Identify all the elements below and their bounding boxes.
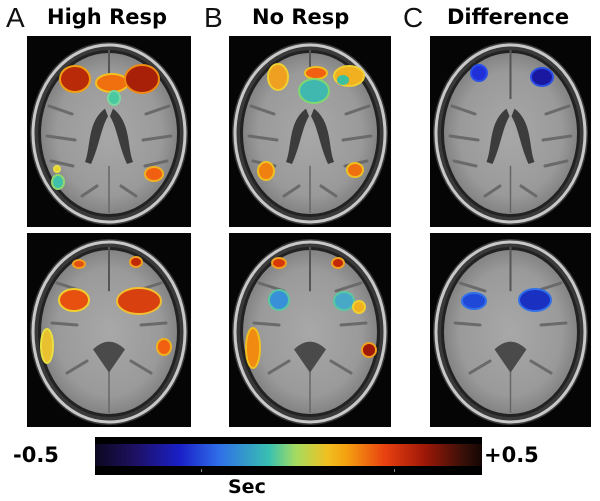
colorbar-max-label: +0.5 — [484, 443, 539, 467]
activation-blob — [331, 257, 345, 269]
activation-blob — [361, 342, 377, 358]
panel-letter-b: B — [204, 2, 223, 33]
activation-blob — [346, 162, 364, 178]
brain-slice-image — [433, 239, 588, 425]
colorbar-gradient — [95, 444, 482, 466]
activation-blob — [337, 75, 349, 85]
activation-blob — [470, 64, 488, 82]
brain-slice-image — [30, 239, 188, 425]
activation-blob — [51, 174, 65, 190]
activation-blob — [156, 338, 172, 356]
brain-panel-a-bottom — [27, 233, 191, 427]
activation-blob — [40, 328, 54, 364]
brain-slice-image — [30, 42, 188, 225]
activation-blob — [144, 166, 164, 182]
activation-blob — [333, 291, 355, 311]
activation-blob — [58, 288, 90, 312]
activation-blob — [116, 287, 162, 315]
brain-panel-c-bottom — [430, 233, 591, 427]
activation-blob — [518, 288, 552, 312]
brain-slice-image — [232, 42, 388, 225]
activation-blob — [271, 257, 287, 269]
panel-letter-a: A — [6, 2, 25, 33]
colorbar-tick — [201, 469, 202, 472]
activation-blob — [257, 161, 275, 181]
brain-panel-a-top — [27, 36, 191, 227]
activation-blob — [95, 73, 129, 93]
activation-blob — [461, 292, 487, 310]
activation-blob — [530, 67, 554, 87]
brain-slice-image — [232, 239, 388, 425]
panel-letter-c: C — [403, 2, 424, 33]
brain-panel-b-bottom — [229, 233, 391, 427]
colorbar — [95, 437, 482, 475]
activation-blob — [124, 64, 160, 94]
activation-blob — [59, 65, 91, 93]
panel-title-high-resp: High Resp — [47, 5, 168, 29]
activation-blob — [298, 78, 330, 104]
activation-blob — [268, 289, 290, 311]
activation-blob — [53, 165, 61, 173]
brain-panel-c-top — [430, 36, 591, 227]
colorbar-unit-label: Sec — [228, 476, 266, 498]
activation-blob — [245, 327, 261, 369]
colorbar-tick — [394, 469, 395, 472]
activation-blob — [129, 256, 143, 268]
activation-blob — [304, 66, 328, 80]
activation-blob — [72, 259, 86, 269]
activation-blob — [267, 63, 289, 91]
colorbar-min-label: -0.5 — [13, 443, 59, 467]
activation-blob — [352, 300, 366, 314]
activation-blob — [107, 90, 121, 106]
brain-panel-b-top — [229, 36, 391, 227]
panel-title-difference: Difference — [447, 5, 570, 29]
panel-title-no-resp: No Resp — [252, 5, 350, 29]
brain-slice-image — [433, 42, 588, 225]
